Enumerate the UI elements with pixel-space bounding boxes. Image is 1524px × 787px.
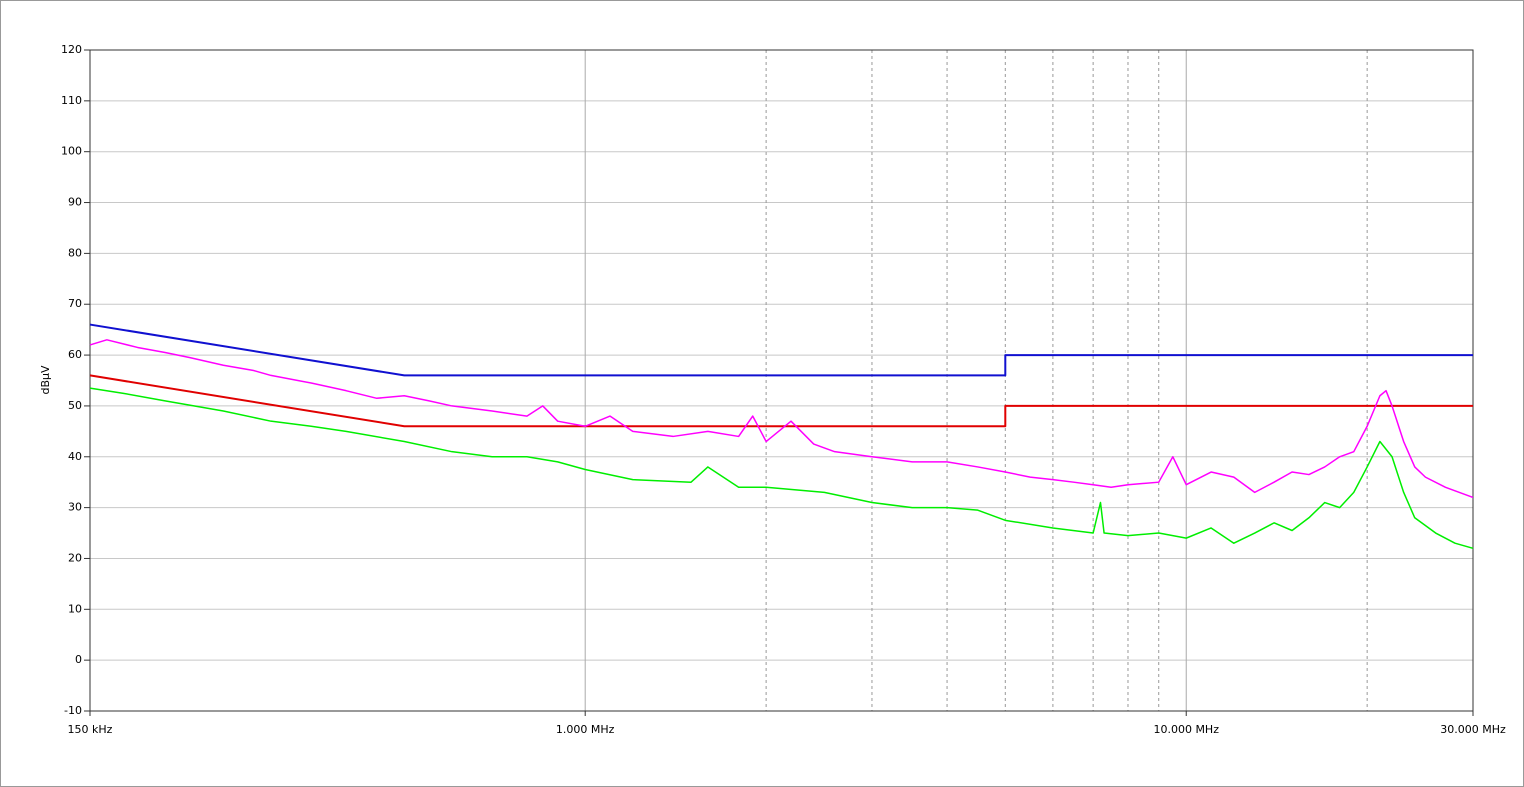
series-line (89, 387, 1474, 550)
y-tick-label: 10 (68, 602, 82, 615)
y-tick-label: 70 (68, 297, 82, 310)
y-tick-label: 0 (75, 653, 82, 666)
series-line (89, 323, 1473, 377)
plot-area (89, 49, 1474, 712)
y-tick-label: 100 (61, 145, 82, 158)
y-tick-label: 60 (68, 348, 82, 361)
y-tick-label: 40 (68, 450, 82, 463)
y-tick-label: 90 (68, 196, 82, 209)
series-line (89, 374, 1473, 428)
y-axis-label: dBµV (39, 365, 52, 395)
y-tick-label: 80 (68, 246, 82, 259)
y-tick-label: 110 (61, 94, 82, 107)
y-tick-label: 120 (61, 43, 82, 56)
y-tick-label: 50 (68, 399, 82, 412)
y-tick-label: 20 (68, 551, 82, 564)
series-line (89, 339, 1474, 499)
x-tick-label: 150 kHz (68, 723, 113, 736)
x-tick-label: 30.000 MHz (1440, 723, 1506, 736)
x-tick-label: 10.000 MHz (1153, 723, 1219, 736)
y-tick-label: 30 (68, 501, 82, 514)
y-tick-label: -10 (64, 704, 82, 717)
x-tick-label: 1.000 MHz (556, 723, 615, 736)
